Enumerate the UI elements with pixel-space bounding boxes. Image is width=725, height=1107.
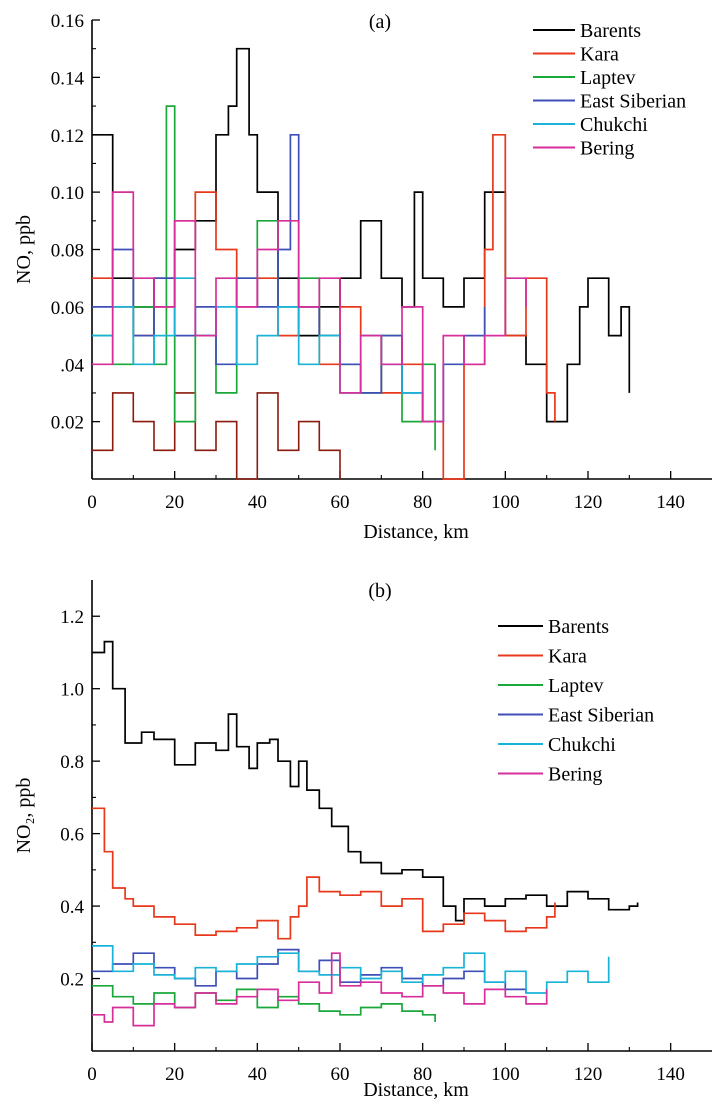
x-axis-label: Distance, km <box>363 521 469 543</box>
y-axis-label: NO, ppb <box>13 215 35 284</box>
legend-label-kara: Kara <box>548 646 587 668</box>
legend-label-barents: Barents <box>548 616 609 638</box>
y-tick-label: 0.14 <box>51 68 85 89</box>
y-tick-label: 0.6 <box>60 825 84 846</box>
x-tick-label: 80 <box>413 1064 432 1085</box>
y-tick-label: 1.2 <box>60 607 84 628</box>
legend-label-chukchi: Chukchi <box>548 734 616 756</box>
x-tick-label: 20 <box>165 1064 184 1085</box>
legend-label-east-siberian: East Siberian <box>548 705 654 727</box>
panel-b: 0 20 40 60 80 100 120 140 0.2 0.4 0.6 0.8 1.0 1.2 Dist… <box>13 580 712 1101</box>
legend-label-chukchi: Chukchi <box>580 114 648 136</box>
panel-a: 0 20 40 60 80 100 120 140 0.02 .04 0.06 0.08 0.10 0.1… <box>13 11 712 543</box>
y-tick-label: 0.08 <box>51 241 84 262</box>
legend-label-laptev: Laptev <box>580 67 636 89</box>
x-tick-label: 60 <box>331 492 350 513</box>
legend-label-barents: Barents <box>580 20 641 42</box>
y-tick-label: 0.8 <box>60 752 84 773</box>
legend-label-east-siberian: East Siberian <box>580 91 686 113</box>
legend-label-bering: Bering <box>548 764 602 786</box>
x-tick-label: 40 <box>248 492 267 513</box>
series-line-chukchi <box>92 277 445 423</box>
x-tick-label: 120 <box>574 1064 603 1085</box>
series-line-laptev <box>92 984 436 1022</box>
x-tick-label: 140 <box>656 1064 685 1085</box>
series-line-chukchi <box>92 945 610 994</box>
panel-label: (b) <box>368 580 391 602</box>
legend-label-kara: Kara <box>580 44 619 66</box>
legend-label-bering: Bering <box>580 138 634 160</box>
y-tick-label: 0.4 <box>60 897 84 918</box>
y-tick-label: 0.06 <box>51 298 84 319</box>
y-tick-label: 0.16 <box>51 11 84 32</box>
x-axis-label: Distance, km <box>363 1079 469 1101</box>
x-tick-label: 100 <box>491 492 520 513</box>
y-tick-label: 0.12 <box>51 126 84 147</box>
x-tick-label: 80 <box>413 492 432 513</box>
x-tick-label: 40 <box>248 1064 267 1085</box>
x-tick-label: 120 <box>574 492 603 513</box>
x-tick-label: 0 <box>87 492 97 513</box>
y-tick-label: .04 <box>60 355 84 376</box>
series-line-barents <box>92 640 639 922</box>
x-tick-label: 140 <box>656 492 685 513</box>
y-tick-label: 0.02 <box>51 413 84 434</box>
x-tick-label: 60 <box>331 1064 350 1085</box>
series-line-unlabeled <box>92 392 341 480</box>
y-axis-label: NO₂, ppb <box>13 778 35 854</box>
x-tick-label: 20 <box>165 492 184 513</box>
y-tick-label: 1.0 <box>60 680 84 701</box>
series-line-barents <box>92 47 631 423</box>
series-line-bering <box>92 191 527 423</box>
x-tick-label: 100 <box>491 1064 520 1085</box>
series-line-kara <box>92 807 556 940</box>
y-tick-label: 0.2 <box>60 970 84 991</box>
x-tick-label: 0 <box>87 1064 97 1085</box>
panel-label: (a) <box>369 11 391 33</box>
legend-label-laptev: Laptev <box>548 675 604 697</box>
y-tick-label: 0.10 <box>51 183 84 204</box>
series-line-bering <box>92 952 548 1027</box>
